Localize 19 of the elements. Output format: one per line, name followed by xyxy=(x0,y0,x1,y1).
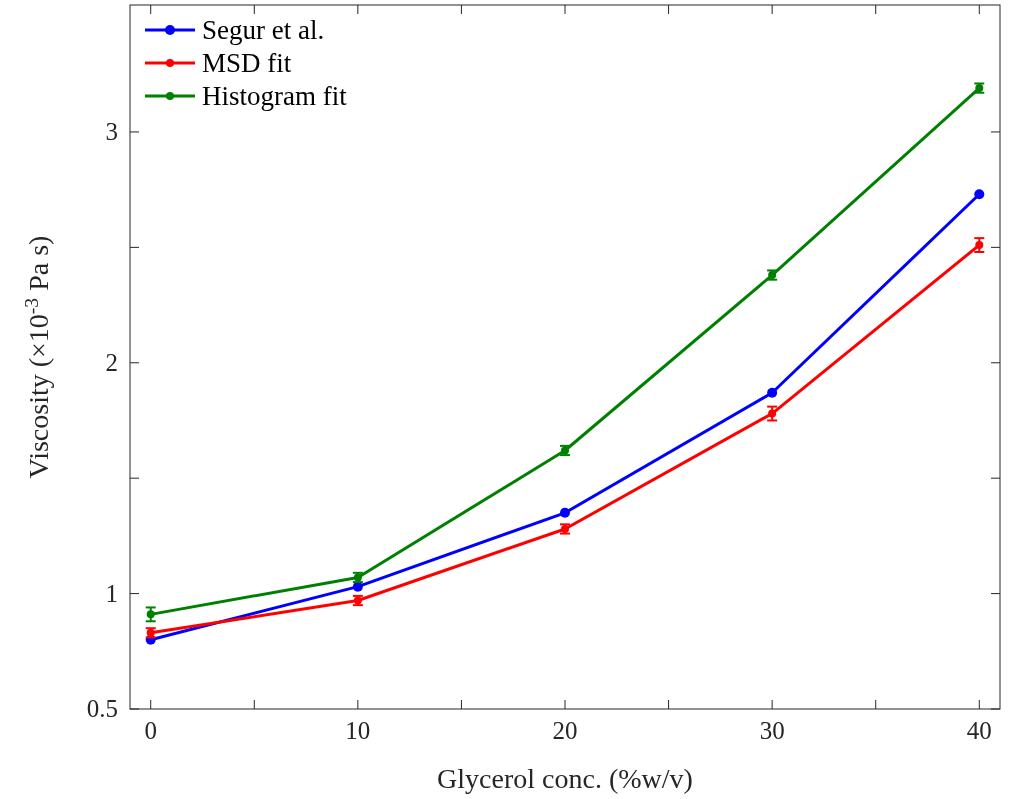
point xyxy=(560,507,570,518)
x-tick-label: 0 xyxy=(144,717,157,744)
point xyxy=(146,610,155,619)
legend-label: Histogram fit xyxy=(202,81,348,111)
x-axis-title: Glycerol conc. (%w/v) xyxy=(437,763,693,794)
x-tick-label: 40 xyxy=(966,717,992,744)
y-tick-label: 1 xyxy=(105,579,118,607)
y-tick-label: 0.5 xyxy=(86,695,118,722)
x-tick-label: 20 xyxy=(552,717,578,744)
x-tick-label: 30 xyxy=(759,717,785,744)
legend-label: MSD fit xyxy=(202,48,292,78)
point xyxy=(768,409,777,418)
x-tick-label: 10 xyxy=(345,717,371,744)
point xyxy=(975,241,984,250)
point xyxy=(767,387,778,398)
legend-label: Segur et al. xyxy=(202,15,325,45)
y-tick-label: 3 xyxy=(105,117,118,145)
y-tick-label: 2 xyxy=(105,348,118,376)
point xyxy=(974,189,985,200)
